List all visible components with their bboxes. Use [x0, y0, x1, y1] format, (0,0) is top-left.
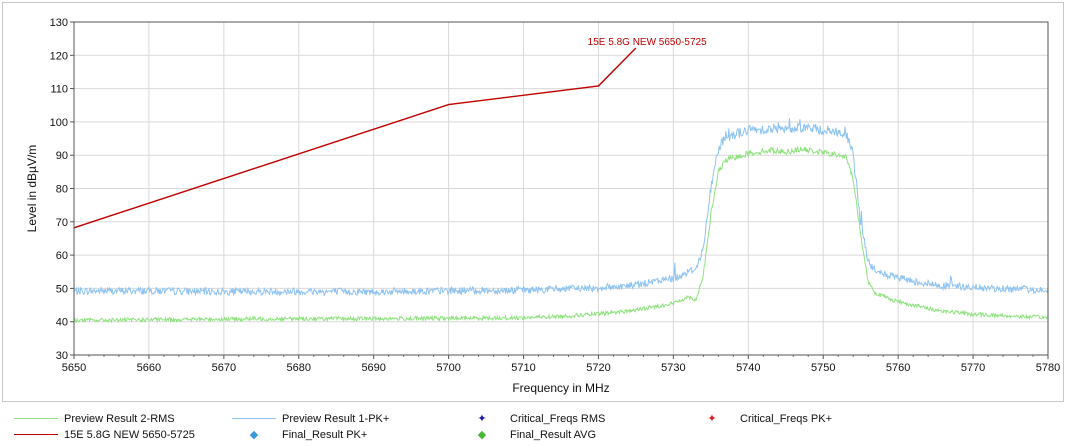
star-icon: ✦ — [477, 413, 487, 425]
x-axis-ticks: 5650 5660 5670 5680 5690 5700 5710 5720 5730 5740… — [62, 355, 1060, 374]
legend-swatch — [14, 434, 58, 435]
series-rms — [73, 145, 1049, 324]
legend-item: ✦ Critical_Freqs PK+ — [690, 412, 910, 426]
y-tick-label: 110 — [50, 84, 68, 96]
y-tick-label: 130 — [50, 17, 68, 29]
x-tick-label: 5650 — [62, 362, 86, 374]
y-tick-label: 50 — [56, 283, 68, 295]
x-tick-label: 5710 — [511, 362, 535, 374]
legend-label: Final_Result AVG — [510, 429, 597, 441]
legend-item: ✦ Critical_Freqs RMS — [460, 412, 680, 426]
series-pk — [73, 118, 1049, 297]
y-tick-label: 30 — [56, 350, 68, 362]
diamond-icon: ◆ — [477, 429, 487, 441]
limit-line — [73, 47, 637, 229]
x-tick-label: 5690 — [361, 362, 385, 374]
x-tick-label: 5670 — [212, 362, 236, 374]
y-tick-label: 80 — [56, 184, 68, 196]
legend-item: ◆ Final_Result PK+ — [232, 428, 452, 442]
x-tick-label: 5750 — [811, 362, 835, 374]
x-tick-label: 5660 — [137, 362, 161, 374]
y-axis-label: Level in dBµV/m — [25, 145, 39, 233]
legend-item: Preview Result 2-RMS — [14, 412, 234, 426]
legend-label: 15E 5.8G NEW 5650-5725 — [64, 429, 195, 441]
legend-swatch — [232, 418, 276, 419]
x-tick-label: 5770 — [961, 362, 985, 374]
x-tick-label: 5740 — [736, 362, 760, 374]
legend-item: 15E 5.8G NEW 5650-5725 — [14, 428, 234, 442]
x-tick-label: 5780 — [1036, 362, 1060, 374]
y-tick-label: 90 — [56, 150, 68, 162]
x-tick-label: 5730 — [661, 362, 685, 374]
legend-label: Final_Result PK+ — [282, 429, 368, 441]
y-tick-label: 60 — [56, 250, 68, 262]
legend: Preview Result 2-RMS Preview Result 1-PK+… — [0, 410, 1066, 446]
x-tick-label: 5700 — [436, 362, 460, 374]
series-group — [73, 118, 1049, 324]
legend-label: Preview Result 2-RMS — [64, 413, 175, 425]
legend-label: Preview Result 1-PK+ — [282, 413, 390, 425]
x-tick-label: 5720 — [586, 362, 610, 374]
y-tick-label: 40 — [56, 317, 68, 329]
grid — [74, 22, 1048, 355]
legend-label: Critical_Freqs RMS — [510, 413, 606, 425]
x-tick-label: 5680 — [287, 362, 311, 374]
diamond-icon: ◆ — [249, 429, 259, 441]
legend-item: ◆ Final_Result AVG — [460, 428, 680, 442]
legend-swatch — [14, 418, 58, 419]
y-tick-label: 70 — [56, 217, 68, 229]
limit-line-group: 15E 5.8G NEW 5650-5725 — [73, 37, 707, 229]
plot-area — [73, 21, 1049, 356]
star-icon: ✦ — [707, 413, 717, 425]
series-line — [73, 145, 1049, 324]
series-line — [73, 118, 1049, 297]
chart-frame — [2, 2, 1064, 402]
limit-line-label: 15E 5.8G NEW 5650-5725 — [588, 37, 707, 48]
x-axis-label: Frequency in MHz — [512, 381, 609, 395]
y-tick-label: 120 — [50, 50, 68, 62]
x-tick-label: 5760 — [886, 362, 910, 374]
legend-label: Critical_Freqs PK+ — [740, 413, 833, 425]
y-axis-ticks: 30 40 50 60 70 80 90 100 110 120 130 — [50, 17, 74, 362]
legend-item: Preview Result 1-PK+ — [232, 412, 452, 426]
y-tick-label: 100 — [50, 117, 68, 129]
